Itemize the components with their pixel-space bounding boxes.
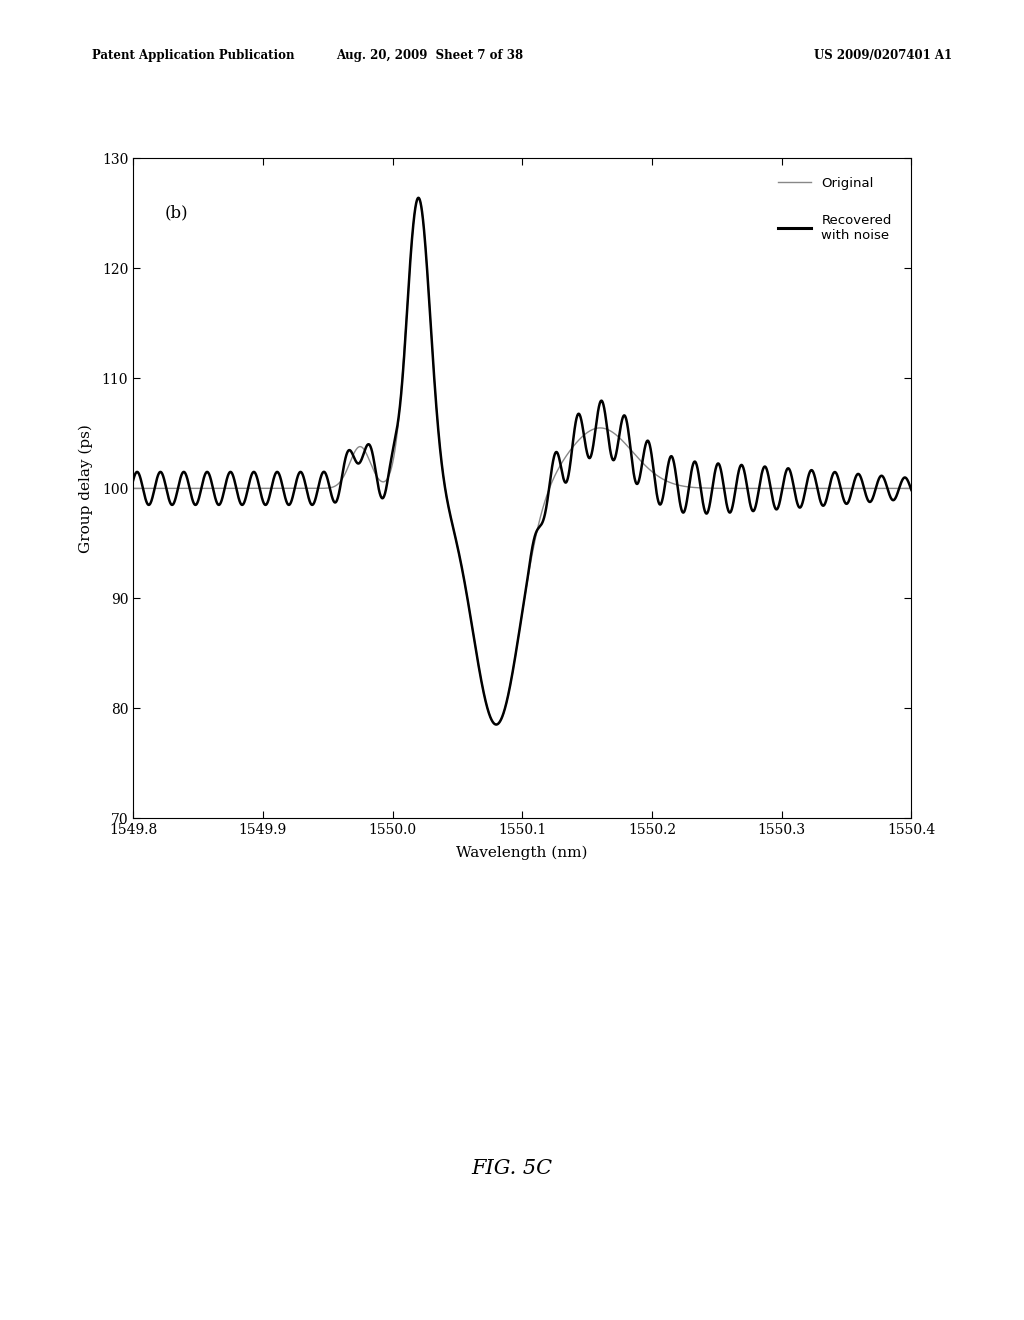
- Text: US 2009/0207401 A1: US 2009/0207401 A1: [814, 49, 952, 62]
- Text: Patent Application Publication: Patent Application Publication: [92, 49, 295, 62]
- Legend: Original, Recovered
with noise: Original, Recovered with noise: [772, 172, 897, 247]
- Text: Aug. 20, 2009  Sheet 7 of 38: Aug. 20, 2009 Sheet 7 of 38: [337, 49, 523, 62]
- Text: (b): (b): [164, 205, 187, 222]
- Text: FIG. 5C: FIG. 5C: [471, 1159, 553, 1177]
- X-axis label: Wavelength (nm): Wavelength (nm): [457, 846, 588, 861]
- Y-axis label: Group delay (ps): Group delay (ps): [79, 424, 93, 553]
